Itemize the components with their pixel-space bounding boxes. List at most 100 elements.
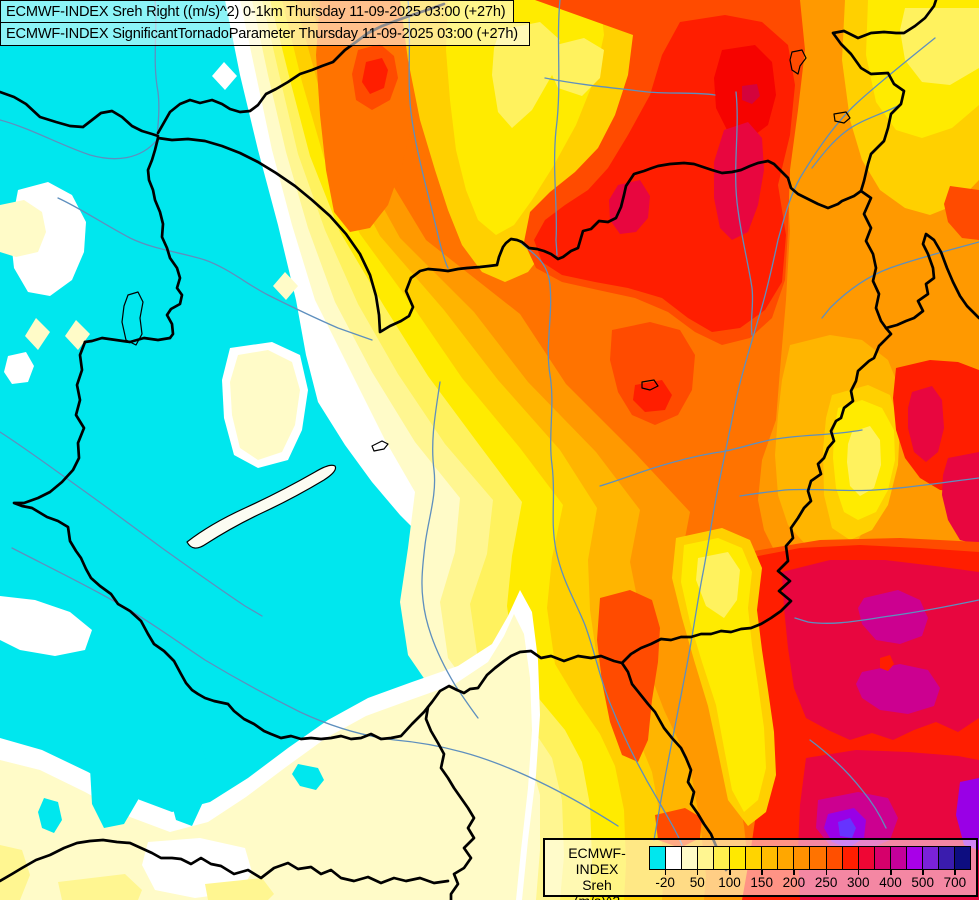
river-drava [11, 547, 619, 827]
contour-rm-crimson [908, 386, 944, 462]
contour-corridor-pale [696, 552, 740, 618]
contour-br-fringe [748, 538, 979, 568]
river-tisza [653, 37, 936, 841]
border-hungary-romania [620, 326, 893, 665]
lake-tisza [641, 379, 659, 391]
colorbar-tick [761, 869, 763, 875]
colorbar-ticks: -20 50 100 150 200 250 300 400 500 700 [649, 869, 971, 895]
patch-west-diamond-c [212, 62, 237, 90]
river-somes [821, 241, 979, 319]
legend-unit: (m/s)^2 [547, 893, 647, 900]
title-bar-line2: ECMWF-INDEX SignificantTornadoParameter … [0, 22, 530, 46]
border-hungary-slovenia [83, 336, 172, 344]
colorbar-cell-18 [921, 847, 938, 869]
colorbar-tick [696, 869, 699, 875]
legend-product-name: ECMWF-INDEX [568, 845, 626, 877]
contour-corridor-yellow [681, 538, 766, 812]
border-slovakia-ukraine [831, 0, 938, 193]
contour-crimson-b [609, 180, 650, 234]
colorbar-tick [664, 869, 667, 875]
contour-crimson-spot [742, 84, 760, 104]
colorbar-cell-3 [681, 847, 698, 869]
river-danube-upper [0, 119, 158, 160]
colorbar-cell-9 [777, 847, 794, 869]
contour-br-magenta-b [856, 664, 940, 714]
contour-crimson-a [714, 122, 764, 240]
lake-balaton [186, 464, 337, 549]
colorbar-cell-6 [729, 847, 746, 869]
legend-box: ECMWF-INDEX Sreh (m/s)^2 -20 50 100 150 200 2… [543, 838, 978, 900]
contour-br-violet [838, 818, 856, 838]
border-slovenia-croatia-hungary [12, 340, 624, 741]
patch-west-diamond-b [65, 320, 90, 350]
patch-bl-cyan-d [292, 764, 324, 790]
border-romania-ukraine [884, 232, 979, 330]
lakes-layer [121, 49, 851, 549]
river-raba [57, 197, 373, 341]
contour-edge-red-ne [944, 186, 979, 240]
border-austria-hungary [146, 136, 184, 340]
river-timis [809, 739, 887, 829]
patch-west-cream-a [0, 200, 46, 257]
colorbar-tick-label: 500 [911, 875, 934, 890]
lake-small-ne [833, 111, 851, 124]
contour-trough-pale-a [492, 22, 560, 128]
colorbar-cell-8 [761, 847, 778, 869]
colorbar-tick-label: 400 [879, 875, 902, 890]
colorbar-tick-label: 100 [718, 875, 741, 890]
border-czech-austria [0, 90, 160, 138]
colorbar-cell-5 [713, 847, 730, 869]
colorbar-tick-label: -20 [655, 875, 675, 890]
contour-br-crimson-upper [782, 560, 979, 740]
colorbar-tick [825, 869, 828, 875]
patch-bl-cyan-a [90, 735, 142, 828]
colorbar-cell-20 [953, 847, 970, 869]
border-bosnia-croatia [0, 838, 450, 885]
patch-bl-yellow-b [205, 878, 274, 900]
contour-nw-red-core [362, 58, 388, 94]
title-bar-line1: ECMWF-INDEX Sreh Right ((m/s)^2) 0-1km T… [0, 0, 514, 23]
patch-bl-cyan-c [168, 732, 208, 826]
contour-edge-purple [956, 778, 979, 850]
colorbar-tick-label: 300 [847, 875, 870, 890]
river-sio [421, 381, 479, 719]
patch-bl-yellow-a [58, 874, 142, 900]
river-hernad [735, 91, 754, 336]
rivers-layer [0, 0, 979, 846]
colorbar-tick [890, 869, 892, 875]
colorbar-cell-15 [873, 847, 890, 869]
river-mura [0, 431, 263, 617]
contour-rm-pale [847, 426, 881, 496]
lake-velence [371, 440, 389, 452]
contour-rm-crimson-corner [942, 452, 979, 545]
colorbar-tick [922, 869, 924, 875]
colorbar-tick-label: 250 [814, 875, 838, 890]
river-danube-lower [519, 241, 683, 846]
colorbar-cell-19 [937, 847, 954, 869]
patch-west-diamond-a [25, 318, 50, 350]
lake-zemplinska [789, 49, 807, 75]
colorbar-cell-12 [825, 847, 842, 869]
border-hungary-slovakia [156, 136, 863, 334]
patch-sw-white-band [0, 596, 92, 656]
river-vah [407, 0, 449, 269]
colorbar-tick [793, 869, 795, 875]
contour-nw-ridge [316, 0, 422, 232]
legend-label: ECMWF-INDEX Sreh (m/s)^2 [547, 845, 647, 900]
colorbar [649, 846, 971, 870]
colorbar-cell-17 [905, 847, 922, 869]
contour-br-magenta-a [858, 590, 928, 644]
contour-red-lobe [610, 322, 695, 425]
legend-parameter-name: Sreh [582, 877, 612, 893]
colorbar-cell-11 [809, 847, 826, 869]
river-ipel [544, 77, 716, 96]
colorbar-tick-label: 200 [782, 875, 806, 890]
river-bodrog [811, 104, 901, 169]
contour-tr-pale [900, 8, 979, 85]
colorbar-tick-label: 150 [750, 875, 773, 890]
border-hungary-ukraine [859, 189, 888, 330]
